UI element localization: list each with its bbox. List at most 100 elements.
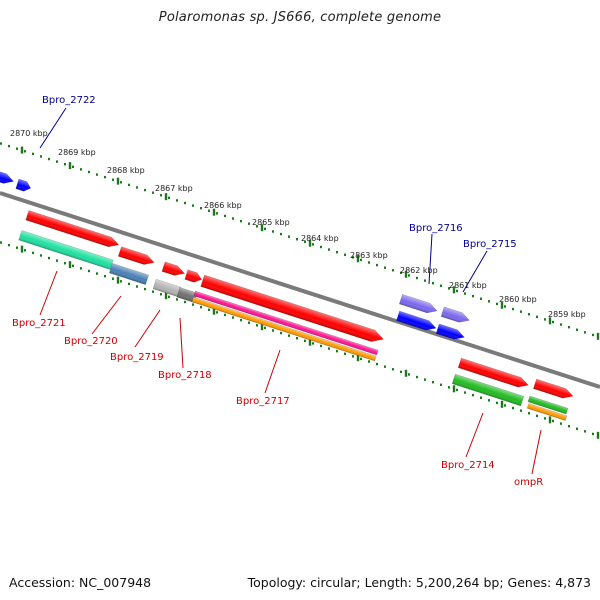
gene-category-bar xyxy=(193,290,379,356)
gene-leader-line xyxy=(531,429,542,475)
gene-category-bar xyxy=(526,403,568,421)
gene-label: Bpro_2719 xyxy=(110,352,164,363)
lower-track-minor-tick xyxy=(448,386,450,389)
gene-leader-line xyxy=(179,317,184,369)
upper-track-minor-tick xyxy=(48,157,50,161)
gene-leader-line xyxy=(39,270,58,316)
upper-track-minor-tick xyxy=(112,178,114,181)
upper-track-major-tick xyxy=(404,270,408,278)
lower-track-minor-tick xyxy=(24,249,26,252)
kbp-label: 2865 kbp xyxy=(252,218,290,227)
lower-track-minor-tick xyxy=(336,349,338,353)
lower-track-major-tick xyxy=(68,261,72,269)
upper-track-minor-tick xyxy=(80,168,82,171)
kbp-label: 2864 kbp xyxy=(301,234,339,243)
kbp-label: 2863 kbp xyxy=(350,251,388,260)
lower-track-minor-tick xyxy=(144,287,146,291)
gene-leader-line xyxy=(91,295,122,335)
lower-track-major-tick xyxy=(20,245,24,253)
upper-track-minor-tick xyxy=(288,235,290,238)
lower-track-minor-tick xyxy=(104,274,106,278)
kbp-label: 2870 kbp xyxy=(10,129,48,138)
lower-track-major-tick xyxy=(116,276,120,284)
upper-track-minor-tick xyxy=(136,186,138,189)
upper-track-minor-tick xyxy=(360,258,362,262)
lower-track-major-tick xyxy=(164,292,168,300)
lower-track-major-tick xyxy=(404,369,408,377)
lower-track-minor-tick xyxy=(352,355,354,358)
lower-track-minor-tick xyxy=(0,241,2,244)
lower-track-major-tick xyxy=(548,416,552,424)
upper-track-minor-tick xyxy=(344,253,346,256)
upper-track-minor-tick xyxy=(320,245,322,249)
upper-track-minor-tick xyxy=(496,302,498,306)
reverse-gene-arrow xyxy=(184,269,203,283)
lower-track-minor-tick xyxy=(480,396,482,399)
lower-track-minor-tick xyxy=(40,254,42,257)
upper-track-minor-tick xyxy=(96,173,98,176)
kbp-label: 2860 kbp xyxy=(499,295,537,304)
lower-track-minor-tick xyxy=(32,251,34,255)
kbp-label: 2861 kbp xyxy=(449,281,487,290)
upper-track-minor-tick xyxy=(504,305,506,308)
lower-track-minor-tick xyxy=(200,305,202,309)
lower-track-minor-tick xyxy=(88,269,90,273)
lower-track-minor-tick xyxy=(456,388,458,392)
upper-track-minor-tick xyxy=(152,191,154,194)
upper-track-minor-tick xyxy=(280,232,282,236)
lower-track-minor-tick xyxy=(416,375,418,379)
lower-track-minor-tick xyxy=(168,295,170,299)
lower-track-minor-tick xyxy=(264,326,266,330)
reverse-gene-arrow xyxy=(161,261,186,276)
upper-track-major-tick xyxy=(20,146,24,154)
forward-gene-arrow xyxy=(396,310,437,331)
upper-track-minor-tick xyxy=(40,155,42,158)
upper-track-minor-tick xyxy=(120,181,122,184)
lower-track-minor-tick xyxy=(152,290,154,293)
upper-track-minor-tick xyxy=(528,313,530,316)
upper-track-minor-tick xyxy=(296,238,298,241)
gene-category-bar xyxy=(18,230,114,270)
upper-track-minor-tick xyxy=(144,188,146,192)
upper-track-major-tick xyxy=(68,162,72,170)
upper-track-minor-tick xyxy=(536,315,538,319)
lower-track-minor-tick xyxy=(64,262,66,265)
upper-track-minor-tick xyxy=(384,266,386,269)
upper-track-minor-tick xyxy=(232,217,234,220)
upper-track-major-tick xyxy=(212,208,216,216)
reverse-gene-arrow xyxy=(200,274,384,342)
upper-track-minor-tick xyxy=(456,289,458,293)
gene-label: Bpro_2720 xyxy=(64,336,118,347)
lower-track-minor-tick xyxy=(312,342,314,345)
kbp-label: 2866 kbp xyxy=(204,201,242,210)
upper-track-minor-tick xyxy=(408,274,410,277)
accession-text: Accession: NC_007948 xyxy=(9,575,152,590)
lower-track-major-tick xyxy=(308,338,312,346)
gene-leader-line xyxy=(465,412,484,458)
lower-track-minor-tick xyxy=(504,404,506,407)
kbp-label: 2869 kbp xyxy=(58,148,96,157)
upper-track-minor-tick xyxy=(488,300,490,303)
lower-track-minor-tick xyxy=(432,381,434,384)
upper-track-minor-tick xyxy=(512,307,514,311)
lower-track-minor-tick xyxy=(344,352,346,355)
upper-track-major-tick xyxy=(596,332,600,340)
lower-track-minor-tick xyxy=(296,337,298,340)
upper-track-minor-tick xyxy=(32,152,34,156)
gene-label: Bpro_2717 xyxy=(236,396,290,407)
lower-track-minor-tick xyxy=(72,264,74,268)
forward-gene-arrow xyxy=(15,178,32,192)
upper-track-minor-tick xyxy=(192,204,194,207)
upper-track-minor-tick xyxy=(416,276,418,280)
upper-track-minor-tick xyxy=(376,263,378,267)
upper-track-minor-tick xyxy=(392,269,394,272)
lower-track-minor-tick xyxy=(192,303,194,306)
upper-track-minor-tick xyxy=(400,271,402,275)
gene-label: Bpro_2715 xyxy=(463,239,517,250)
lower-track-minor-tick xyxy=(216,311,218,314)
lower-track-minor-tick xyxy=(400,370,402,374)
upper-track-minor-tick xyxy=(104,175,106,179)
gene-label: Bpro_2722 xyxy=(42,95,96,106)
upper-track-minor-tick xyxy=(224,214,226,218)
